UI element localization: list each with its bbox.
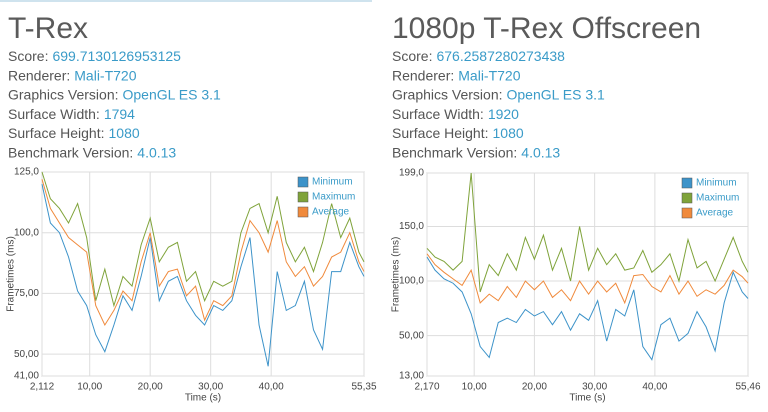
panel-title: T-Rex [8, 12, 88, 45]
field-label: Graphics Version: [392, 86, 503, 102]
field: Benchmark Version: 4.0.13 [392, 144, 560, 160]
field: Score: 676.2587280273438 [392, 48, 565, 64]
field-value: OpenGL ES 3.1 [507, 86, 606, 102]
y-axis-label: Frametimes (ms) [6, 236, 17, 312]
legend-swatch [681, 177, 693, 189]
field-label: Score: [8, 48, 48, 64]
x-tick-label: 20,00 [522, 382, 547, 393]
y-tick-label: 150,0 [399, 221, 424, 232]
field: Renderer: Mali-T720 [8, 67, 137, 83]
field-value: 1794 [104, 106, 135, 122]
y-tick-label: 41,00 [14, 371, 39, 382]
field-value: 1080 [493, 125, 524, 141]
field-label: Surface Height: [392, 125, 489, 141]
field-value: 699.7130126953125 [52, 48, 181, 64]
field-value: OpenGL ES 3.1 [123, 86, 222, 102]
x-tick-label: 20,00 [138, 382, 163, 393]
field: Surface Width: 1920 [392, 106, 519, 122]
series-line [426, 256, 749, 361]
y-tick-label: 50,00 [14, 349, 39, 360]
field-value: 4.0.13 [521, 144, 560, 160]
field-label: Score: [392, 48, 432, 64]
legend-swatch [297, 176, 309, 188]
panel-title: 1080p T-Rex Offscreen [392, 12, 701, 45]
field-value: 1920 [488, 106, 519, 122]
field: Surface Height: 1080 [8, 125, 140, 141]
y-tick-label: 199,0 [399, 168, 424, 179]
series-line [426, 172, 749, 293]
y-tick-label: 125,0 [14, 167, 39, 178]
field: Graphics Version: OpenGL ES 3.1 [392, 86, 605, 102]
legend-label: Maximum [696, 193, 739, 204]
field-value: Mali-T720 [74, 67, 136, 83]
field-label: Graphics Version: [8, 86, 119, 102]
y-tick-label: 100,0 [399, 276, 424, 287]
field-label: Benchmark Version: [392, 144, 517, 160]
field: Surface Width: 1794 [8, 106, 135, 122]
field-label: Renderer: [8, 67, 70, 83]
x-axis-label: Time (s) [185, 393, 221, 404]
field-value: Mali-T720 [458, 67, 520, 83]
y-tick-label: 75,00 [14, 288, 39, 299]
field-value: 4.0.13 [137, 144, 176, 160]
x-tick-label: 10,00 [462, 382, 487, 393]
field: Graphics Version: OpenGL ES 3.1 [8, 86, 221, 102]
y-tick-label: 13,00 [399, 371, 424, 382]
x-tick-label: 30,00 [198, 382, 223, 393]
series-line [426, 253, 749, 305]
x-tick-label: 40,00 [642, 382, 667, 393]
field-label: Benchmark Version: [8, 144, 133, 160]
legend-label: Average [696, 208, 734, 219]
field: Renderer: Mali-T720 [392, 67, 521, 83]
x-tick-label: 2,170 [414, 382, 439, 393]
field-value: 1080 [109, 125, 140, 141]
x-tick-label: 30,00 [582, 382, 607, 393]
x-tick-label: 55,46 [735, 382, 760, 393]
legend-label: Maximum [312, 192, 355, 203]
x-tick-label: 2,112 [30, 382, 55, 393]
legend-swatch [681, 192, 693, 204]
x-tick-label: 10,00 [77, 382, 102, 393]
x-tick-label: 55,35 [351, 382, 376, 393]
legend-swatch [681, 207, 693, 219]
field-label: Surface Width: [392, 106, 484, 122]
field: Score: 699.7130126953125 [8, 48, 181, 64]
field-label: Surface Width: [8, 106, 100, 122]
series-line [41, 171, 365, 308]
x-axis-label: Time (s) [569, 393, 605, 404]
field: Benchmark Version: 4.0.13 [8, 144, 176, 160]
y-axis-label: Frametimes (ms) [391, 237, 402, 313]
field-value: 676.2587280273438 [436, 48, 565, 64]
series-line [41, 184, 365, 367]
legend-swatch [297, 206, 309, 218]
field-label: Surface Height: [8, 125, 105, 141]
series-line [41, 179, 365, 327]
y-tick-label: 100,0 [14, 227, 39, 238]
x-tick-label: 40,00 [259, 382, 284, 393]
legend-swatch [297, 191, 309, 203]
legend-label: Minimum [696, 178, 737, 189]
legend-label: Average [312, 207, 350, 218]
field-label: Renderer: [392, 67, 454, 83]
field: Surface Height: 1080 [392, 125, 524, 141]
legend-label: Minimum [312, 177, 353, 188]
y-tick-label: 50,00 [399, 330, 424, 341]
